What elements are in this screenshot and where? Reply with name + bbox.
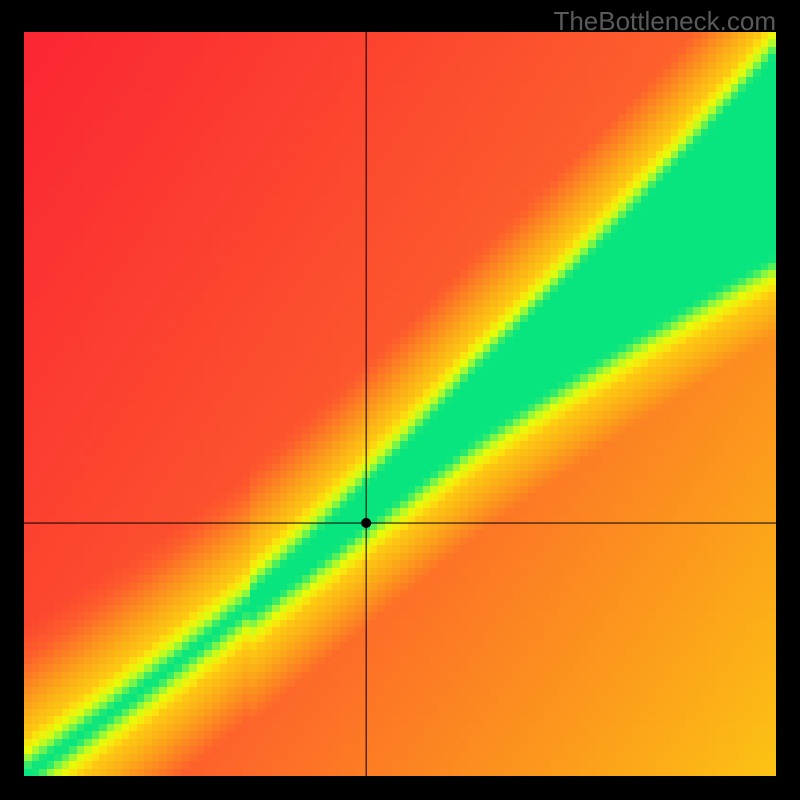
chart-container: { "watermark": { "text": "TheBottleneck.… <box>0 0 800 800</box>
bottleneck-heatmap <box>0 0 800 800</box>
